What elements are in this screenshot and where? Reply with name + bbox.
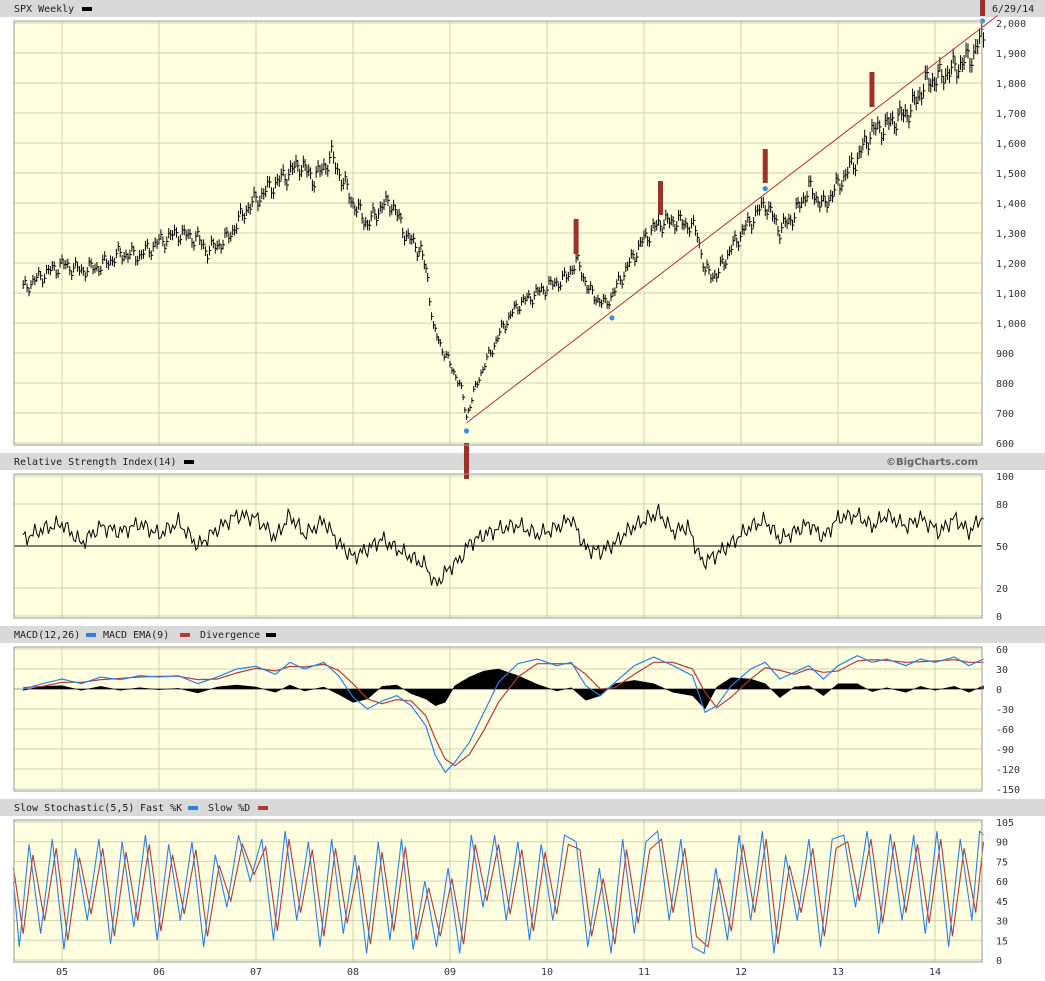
x-tick-label: 14	[929, 967, 941, 978]
price-y-tick-label: 900	[996, 349, 1014, 360]
x-tick-label: 09	[444, 967, 456, 978]
price-y-tick-label: 800	[996, 379, 1014, 390]
macd-ema-label: MACD EMA(9)	[103, 630, 169, 641]
price-y-tick-label: 600	[996, 439, 1014, 450]
slow-d-legend-swatch	[258, 806, 268, 810]
stoch-title-bar: Slow Stochastic(5,5) Fast %K Slow %D	[0, 799, 1045, 816]
price-y-tick-label: 1,700	[996, 109, 1026, 120]
fast-k-line	[12, 829, 984, 955]
rsi-y-tick-label: 0	[996, 612, 1002, 623]
pivot-dot	[609, 315, 615, 321]
macd-y-tick-label: 0	[996, 685, 1002, 696]
macd-label: MACD(12,26)	[14, 630, 80, 641]
macd-legend-swatch	[86, 633, 96, 637]
pivot-dot	[463, 428, 470, 434]
stochastic-y-tick-label: 0	[996, 956, 1002, 967]
macd-y-tick-label: -150	[996, 785, 1020, 796]
signal-marker	[463, 443, 469, 479]
price-y-tick-label: 1,800	[996, 79, 1026, 90]
rsi-line	[22, 503, 984, 587]
stochastic-y-tick-label: 15	[996, 936, 1008, 947]
rsi-panel-title: Relative Strength Index(14)	[14, 457, 177, 468]
price-panel-title: SPX Weekly	[14, 4, 74, 15]
macd-y-tick-label: -120	[996, 765, 1020, 776]
price-y-tick-label: 1,900	[996, 49, 1026, 60]
rsi-legend-swatch	[184, 460, 194, 464]
macd-panel-border	[13, 646, 983, 792]
rsi-y-tick-label: 50	[996, 542, 1008, 553]
rsi-y-tick-label: 20	[996, 584, 1008, 595]
price-panel-border	[13, 20, 983, 446]
divergence-legend-swatch	[266, 633, 276, 637]
price-y-tick-label: 2,000	[996, 19, 1026, 30]
macd-y-tick-label: -30	[996, 705, 1014, 716]
x-tick-label: 05	[56, 967, 68, 978]
stoch-label: Slow Stochastic(5,5)	[14, 803, 134, 814]
rsi-title-bar: Relative Strength Index(14) ©BigCharts.c…	[0, 453, 1045, 470]
x-tick-label: 06	[153, 967, 165, 978]
divergence-label: Divergence	[200, 630, 260, 641]
rsi-panel-border	[13, 473, 983, 619]
slow-d-label: Slow %D	[208, 803, 250, 814]
stochastic-y-tick-label: 90	[996, 838, 1008, 849]
x-tick-label: 11	[638, 967, 650, 978]
slow-d-line	[12, 838, 985, 949]
pivot-dot	[762, 186, 768, 192]
stochastic-y-tick-label: 30	[996, 917, 1008, 928]
macd-title-bar: MACD(12,26) MACD EMA(9) Divergence	[0, 626, 1045, 643]
stochastic-y-tick-label: 75	[996, 857, 1008, 868]
date-label: 6/29/14	[992, 4, 1034, 15]
stochastic-y-tick-label: 105	[996, 818, 1014, 829]
price-y-tick-label: 700	[996, 409, 1014, 420]
price-title-bar: SPX Weekly 6/29/14	[0, 0, 1045, 17]
macd-ema-legend-swatch	[180, 633, 190, 637]
signal-marker	[980, 0, 986, 16]
rsi-y-tick-label: 80	[996, 500, 1008, 511]
price-y-tick-label: 1,600	[996, 139, 1026, 150]
macd-divergence-area	[22, 668, 984, 710]
macd-y-tick-label: -60	[996, 725, 1014, 736]
x-tick-label: 12	[735, 967, 747, 978]
fast-k-label: Fast %K	[140, 803, 182, 814]
signal-marker	[762, 149, 768, 183]
stochastic-panel-border	[13, 819, 983, 963]
fast-k-legend-swatch	[188, 806, 198, 810]
signal-marker	[573, 219, 579, 254]
signal-marker	[869, 72, 875, 107]
macd-y-tick-label: 60	[996, 645, 1008, 656]
data-layer	[12, 0, 998, 955]
price-legend-swatch	[82, 7, 92, 11]
pivot-dot	[979, 18, 986, 24]
price-y-tick-label: 1,500	[996, 169, 1026, 180]
x-tick-label: 10	[541, 967, 553, 978]
macd-ema-line	[23, 659, 984, 767]
rsi-y-tick-label: 100	[996, 472, 1014, 483]
x-tick-label: 08	[347, 967, 359, 978]
bigcharts-credit: ©BigCharts.com	[886, 457, 978, 468]
stochastic-y-tick-label: 45	[996, 897, 1008, 908]
price-y-tick-label: 1,400	[996, 199, 1026, 210]
price-y-tick-label: 1,200	[996, 259, 1026, 270]
trendline	[466, 15, 998, 424]
x-tick-label: 13	[832, 967, 844, 978]
stochastic-y-tick-label: 60	[996, 877, 1008, 888]
signal-marker	[657, 181, 663, 215]
price-y-tick-label: 1,100	[996, 289, 1026, 300]
axis-layer: 6007008009001,0001,1001,2001,3001,4001,5…	[13, 19, 1026, 978]
price-y-tick-label: 1,300	[996, 229, 1026, 240]
price-y-tick-label: 1,000	[996, 319, 1026, 330]
macd-line	[23, 655, 984, 774]
macd-y-tick-label: -90	[996, 745, 1014, 756]
macd-y-tick-label: 30	[996, 665, 1008, 676]
x-tick-label: 07	[250, 967, 262, 978]
